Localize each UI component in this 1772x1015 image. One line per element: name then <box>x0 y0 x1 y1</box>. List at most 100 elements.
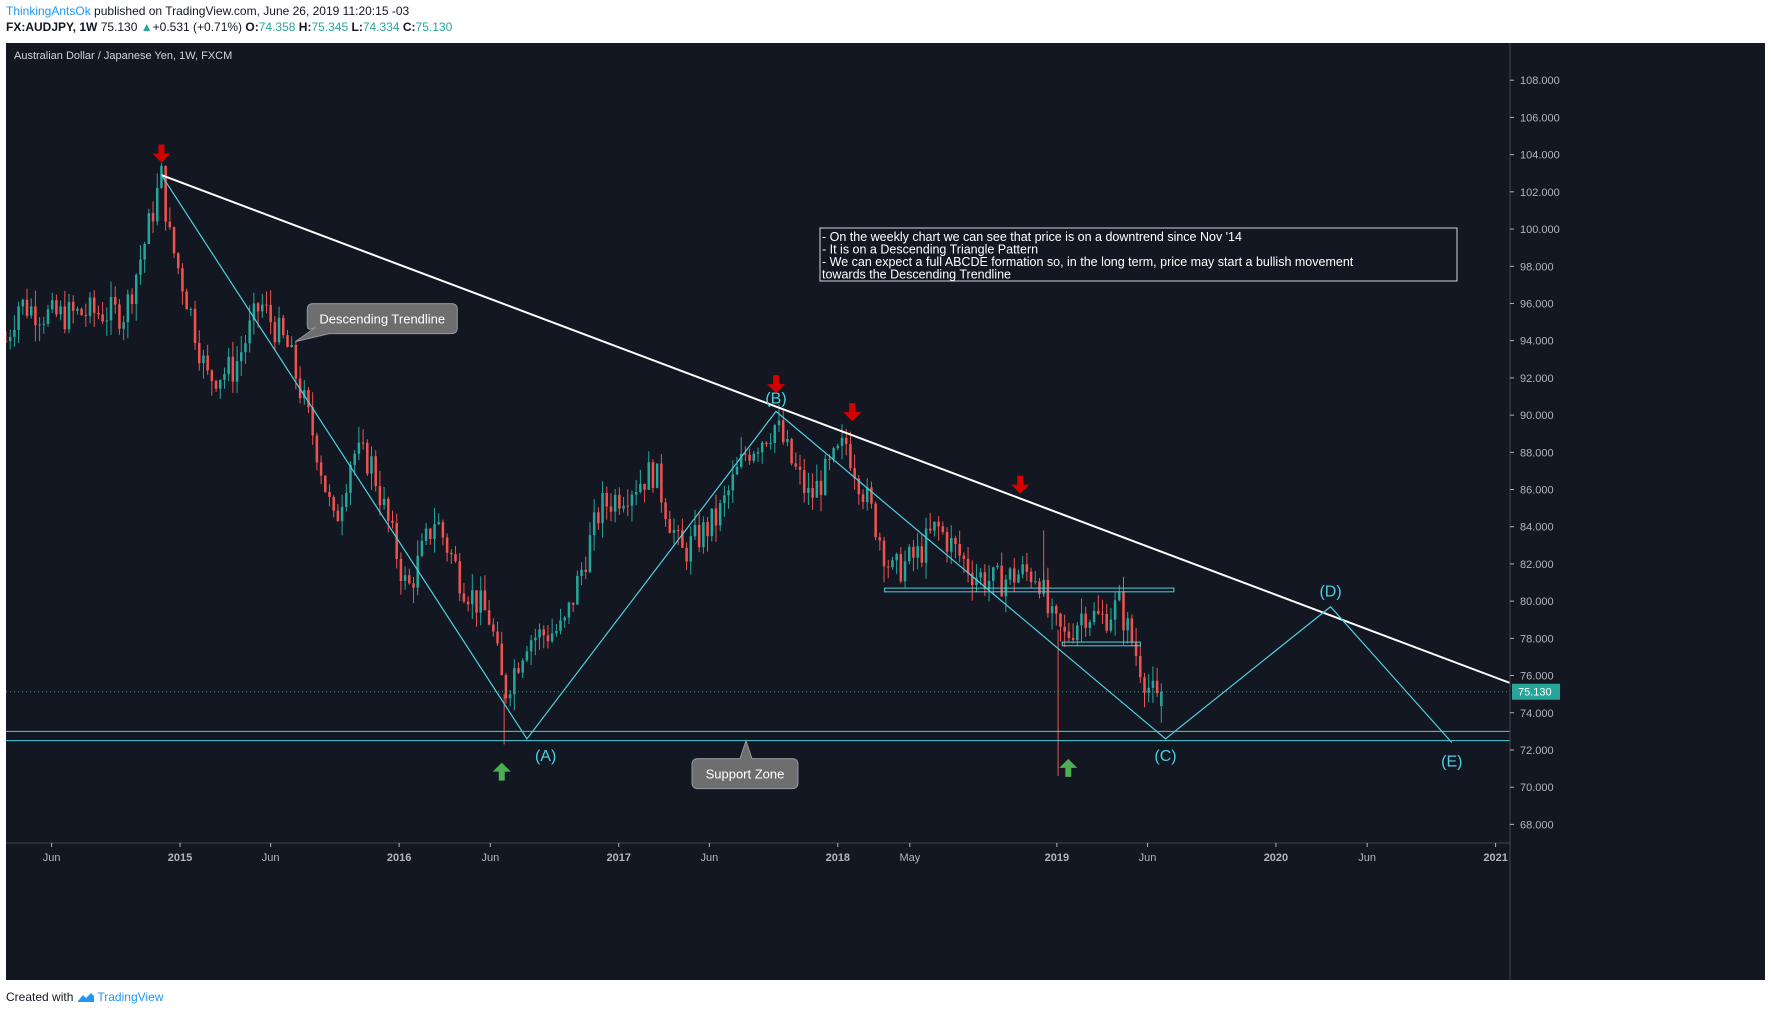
resistance-zone <box>1061 641 1141 647</box>
candle-body <box>529 640 533 652</box>
candle <box>681 518 684 549</box>
candle-body <box>966 558 970 574</box>
candle-body <box>1097 610 1100 614</box>
candle-body <box>378 486 382 506</box>
candle <box>727 485 730 509</box>
candle <box>218 379 222 399</box>
candle-body <box>1067 631 1071 638</box>
candle <box>366 439 369 476</box>
candle <box>63 290 67 334</box>
down-arrow-icon <box>1011 475 1030 494</box>
up-arrow-icon <box>492 762 511 781</box>
candle <box>1151 666 1155 703</box>
price-tick-label: 102.000 <box>1520 187 1560 199</box>
candle <box>1055 604 1058 626</box>
tradingview-link[interactable]: TradingView <box>77 990 163 1004</box>
candle <box>857 475 861 505</box>
candle-body <box>718 503 722 526</box>
candle <box>59 300 62 321</box>
candle-body <box>912 546 915 558</box>
candle-body <box>235 361 239 382</box>
candle <box>1143 672 1146 708</box>
candle-body <box>496 631 499 644</box>
candle-body <box>643 483 646 490</box>
candle <box>1008 566 1012 585</box>
candle <box>265 291 268 314</box>
candle-body <box>387 498 390 521</box>
price-tick-label: 100.000 <box>1520 224 1560 236</box>
candle <box>324 475 327 493</box>
candle <box>8 329 12 350</box>
candle-body <box>744 453 747 455</box>
candle <box>592 498 596 551</box>
candle <box>1126 611 1129 644</box>
candle <box>1000 552 1003 597</box>
candle-body <box>433 524 436 539</box>
price-chart[interactable]: Australian Dollar / Japanese Yen, 1W, FX… <box>6 43 1765 980</box>
candle-body <box>891 560 894 568</box>
candle-body <box>139 259 142 275</box>
candle <box>903 550 907 589</box>
candle <box>853 454 856 490</box>
candle-body <box>294 344 298 379</box>
candle <box>597 507 600 530</box>
candle <box>714 494 718 542</box>
candle-body <box>1008 568 1012 580</box>
candle-body <box>928 528 932 531</box>
price-tick-label: 106.000 <box>1520 112 1560 124</box>
candle-body <box>1155 680 1159 694</box>
chart-panel[interactable]: Australian Dollar / Japanese Yen, 1W, FX… <box>6 43 1765 980</box>
candle <box>886 559 890 579</box>
candle <box>996 562 999 570</box>
candle-body <box>815 480 819 498</box>
candle <box>109 281 113 335</box>
candle-body <box>676 530 680 532</box>
price-tick-label: 82.000 <box>1520 559 1554 571</box>
note-line: towards the Descending Trendline <box>822 268 1011 282</box>
note-line: - It is on a Descending Triangle Pattern <box>822 243 1038 257</box>
candle <box>231 341 235 393</box>
candle <box>819 470 823 512</box>
candle-body <box>1059 613 1062 627</box>
candle <box>870 481 873 509</box>
candle <box>651 459 655 493</box>
candle <box>1134 627 1138 667</box>
price-tick-label: 94.000 <box>1520 336 1554 348</box>
candle-body <box>765 442 768 445</box>
candle-body <box>777 420 781 426</box>
candle <box>466 596 470 612</box>
candle <box>563 615 567 629</box>
time-tick-label: Jun <box>1358 852 1376 864</box>
candle-body <box>366 442 369 474</box>
candle <box>445 533 449 562</box>
candle <box>328 484 331 507</box>
candle <box>1034 571 1037 585</box>
candle <box>277 306 281 345</box>
candle <box>891 556 894 570</box>
candle <box>17 301 20 344</box>
candle-body <box>857 478 861 495</box>
candle <box>1080 598 1083 642</box>
candle-body <box>307 390 310 408</box>
candle-body <box>525 651 529 661</box>
candle <box>122 315 125 341</box>
candle <box>584 556 588 580</box>
candle-body <box>126 294 130 323</box>
candle <box>580 562 583 586</box>
candle-body <box>592 512 596 536</box>
wave-label: (B) <box>765 390 786 407</box>
candle-body <box>874 503 877 538</box>
candle-body <box>513 668 516 695</box>
time-tick-label: 2019 <box>1045 852 1069 864</box>
candle <box>660 454 663 513</box>
candle-body <box>1013 568 1016 583</box>
candle-body <box>773 425 777 443</box>
candle-body <box>113 297 117 305</box>
candle-body <box>361 442 365 444</box>
candle <box>500 631 503 676</box>
candle-body <box>580 569 583 576</box>
candle-body <box>618 494 621 509</box>
candle <box>983 564 987 596</box>
candle-body <box>197 342 201 364</box>
author-link[interactable]: ThinkingAntsOk <box>6 4 91 18</box>
